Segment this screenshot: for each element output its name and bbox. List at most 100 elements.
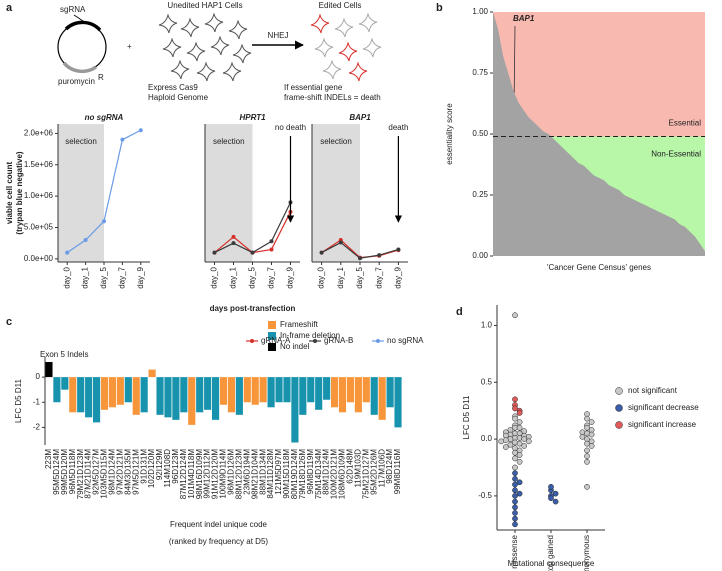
x-tick-label: day_7 bbox=[374, 266, 383, 288]
data-point bbox=[584, 453, 590, 459]
chart-title: no sgRNA bbox=[85, 113, 124, 122]
x-tick-label: stop gained bbox=[546, 535, 555, 571]
data-point bbox=[120, 137, 125, 142]
x-tick-label: 90M15D118M bbox=[282, 449, 291, 499]
legend-label: no sgRNA bbox=[387, 336, 424, 345]
bar bbox=[100, 377, 109, 410]
data-point bbox=[516, 440, 523, 447]
data-point bbox=[588, 443, 595, 449]
data-point bbox=[512, 449, 518, 456]
bar bbox=[251, 377, 259, 405]
data-point bbox=[319, 250, 324, 255]
x-tick-label: 99M5D120M bbox=[60, 449, 69, 495]
legend-label: In-frame deletion bbox=[280, 331, 340, 340]
bar bbox=[386, 377, 394, 408]
data-point bbox=[521, 443, 528, 449]
bar bbox=[45, 362, 53, 378]
x-tick-label: 87M12D124M bbox=[179, 449, 188, 500]
y-axis-label: LFC D5 D11 bbox=[14, 379, 23, 423]
x-tick-label: 98M1D124M bbox=[108, 449, 117, 495]
bar bbox=[307, 377, 315, 403]
bar bbox=[156, 377, 164, 415]
data-point bbox=[516, 435, 523, 441]
x-tick-label: day_9 bbox=[394, 266, 403, 288]
x-tick-label: 97M5D121M bbox=[131, 449, 140, 495]
bar bbox=[69, 377, 77, 413]
unedited-label: Unedited HAP1 Cells bbox=[167, 1, 242, 10]
data-point bbox=[584, 440, 590, 447]
highlight-line bbox=[513, 25, 516, 93]
bar bbox=[132, 377, 140, 415]
data-point bbox=[579, 433, 586, 440]
area bbox=[493, 12, 705, 256]
x-tick-label: 96M8D119M bbox=[306, 449, 315, 495]
y-axis-label: viable cell count bbox=[5, 162, 14, 225]
legend-label: Frameshift bbox=[280, 320, 319, 329]
x-tick-label: 97M2D121M bbox=[115, 449, 124, 495]
bar bbox=[299, 377, 307, 415]
bar bbox=[338, 377, 347, 413]
unedited-cells bbox=[158, 13, 252, 82]
bar bbox=[61, 377, 69, 390]
cas9-line: Express Cas9 bbox=[148, 83, 198, 92]
x-axis-label: Mutational consequence bbox=[508, 559, 595, 568]
data-point bbox=[584, 483, 590, 490]
shade-label: selection bbox=[213, 137, 245, 146]
x-tick-label: 79M21D123M bbox=[76, 449, 85, 500]
data-point bbox=[521, 436, 528, 442]
bar bbox=[172, 377, 180, 420]
legend-swatch bbox=[268, 332, 276, 340]
data-point bbox=[525, 438, 532, 445]
x-tick-label: day_0 bbox=[210, 266, 219, 288]
pointer bbox=[73, 14, 87, 24]
x-tick-label: day_5 bbox=[99, 266, 108, 288]
data-point bbox=[231, 241, 236, 246]
data-point bbox=[516, 419, 523, 425]
x-tick-label: 99M8D116M bbox=[393, 449, 402, 495]
data-point bbox=[588, 431, 595, 438]
x-tick-label: 80M19D124M bbox=[290, 449, 299, 500]
legend-swatch bbox=[376, 339, 380, 343]
legend-swatch bbox=[313, 339, 317, 343]
cas9-line: Haploid Genome bbox=[148, 93, 209, 102]
x-tick-label: 62D148M bbox=[346, 449, 355, 484]
data-point bbox=[512, 487, 518, 494]
bar bbox=[291, 377, 299, 443]
x-tick-label: 92I129M bbox=[155, 449, 164, 480]
y-tick-label: 0.00 bbox=[472, 251, 488, 260]
bar bbox=[378, 377, 386, 420]
data-point bbox=[584, 447, 590, 454]
x-tick-label: day_7 bbox=[118, 266, 127, 288]
data-point bbox=[548, 495, 554, 502]
data-point bbox=[516, 490, 523, 497]
plus: + bbox=[127, 42, 132, 51]
x-tick-label: 96M5D118M bbox=[68, 449, 77, 495]
x-tick-label: 99M12D112M bbox=[203, 449, 212, 499]
x-tick-label: 23M6D194M bbox=[242, 449, 251, 495]
data-point bbox=[502, 437, 509, 444]
bar bbox=[180, 377, 188, 413]
legend-label: significant decrease bbox=[628, 403, 699, 412]
x-tick-label: 114M108D bbox=[163, 449, 172, 488]
data-point bbox=[83, 238, 88, 243]
legend-label: No indel bbox=[280, 342, 310, 351]
x-tick-label: 102D120M bbox=[147, 449, 156, 488]
data-point bbox=[516, 410, 523, 416]
data-point bbox=[102, 219, 106, 224]
legend-swatch bbox=[615, 421, 623, 429]
legend-label: significant increase bbox=[628, 420, 697, 429]
bar bbox=[108, 377, 117, 408]
edited-cells bbox=[310, 13, 382, 82]
bar bbox=[275, 377, 283, 403]
x-tick-label: day_1 bbox=[229, 266, 238, 288]
bar bbox=[92, 377, 101, 423]
bar bbox=[164, 377, 172, 418]
data-point bbox=[512, 521, 518, 528]
x-tick-label: 75M21D127M bbox=[361, 449, 370, 500]
panel-label: d bbox=[456, 306, 463, 318]
x-tick-label: day_0 bbox=[62, 266, 71, 288]
x-tick-label: 88M1D134M bbox=[258, 449, 267, 495]
y-axis-label: LFC D5 D11 bbox=[462, 395, 471, 439]
y-tick-label: 1.00 bbox=[472, 7, 488, 16]
y-tick-label: 0.5 bbox=[481, 377, 493, 386]
